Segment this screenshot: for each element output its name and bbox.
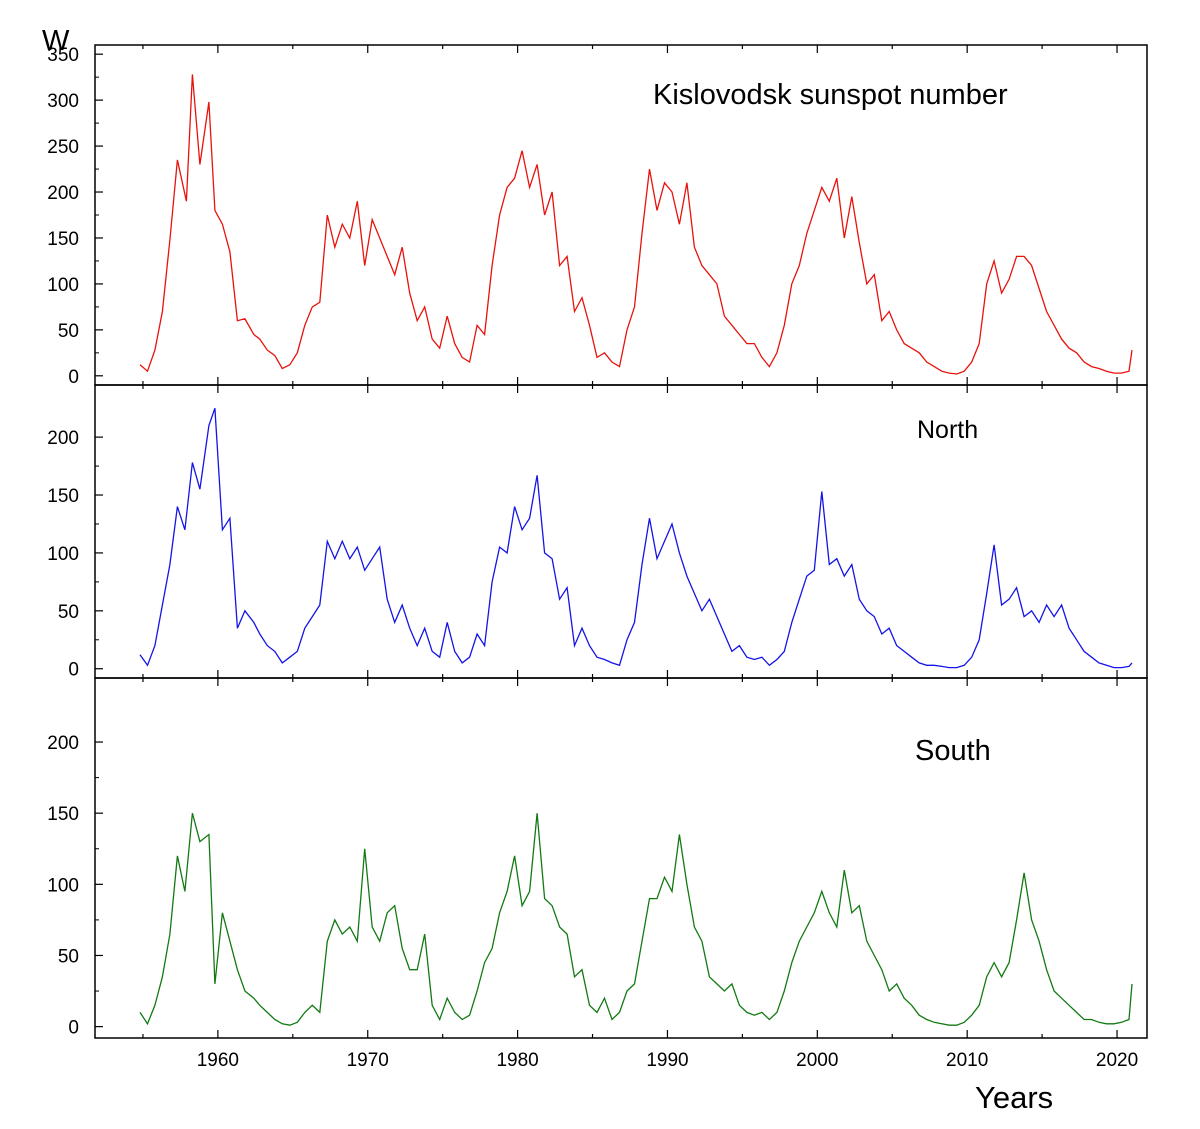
y-tick-label: 200 bbox=[47, 733, 79, 754]
y-tick-label: 0 bbox=[68, 1018, 79, 1039]
x-tick-label: 1990 bbox=[646, 1050, 688, 1071]
y-ticks-kislovodsk: 0 50 100 150 200 250 300 350 bbox=[47, 45, 103, 388]
y-tick-label: 100 bbox=[47, 875, 79, 896]
north-hemisphere-line bbox=[139, 407, 1133, 669]
panel-title-south: South bbox=[915, 735, 991, 767]
x-tick-label: 2020 bbox=[1096, 1050, 1138, 1071]
panel-north: 0 50 100 150 200 North bbox=[47, 384, 1148, 681]
south-hemisphere-line bbox=[139, 813, 1133, 1026]
x-tick-label: 1980 bbox=[496, 1050, 538, 1071]
y-ticks-south: 0 50 100 150 200 bbox=[47, 733, 103, 1039]
x-tick-label: 2000 bbox=[796, 1050, 838, 1071]
y-tick-label: 150 bbox=[47, 804, 79, 825]
x-axis-title: Years bbox=[975, 1080, 1053, 1115]
y-tick-label: 0 bbox=[68, 660, 79, 681]
x-tick-labels: 1960 1970 1980 1990 2000 2010 2020 bbox=[197, 1050, 1138, 1071]
panel-title-north: North bbox=[917, 416, 978, 444]
y-tick-label: 300 bbox=[47, 91, 79, 112]
y-ticks-north: 0 50 100 150 200 bbox=[47, 428, 103, 681]
y-tick-label: 50 bbox=[58, 946, 79, 967]
panel-title-kislovodsk: Kislovodsk sunspot number bbox=[653, 79, 1008, 111]
y-axis-label: W bbox=[42, 25, 70, 57]
y-tick-label: 150 bbox=[47, 229, 79, 250]
kislovodsk-sunspot-line bbox=[139, 74, 1133, 375]
y-tick-label: 50 bbox=[58, 602, 79, 623]
y-tick-label: 50 bbox=[58, 321, 79, 342]
y-tick-label: 150 bbox=[47, 486, 79, 507]
y-tick-label: 350 bbox=[47, 45, 79, 66]
y-tick-label: 200 bbox=[47, 183, 79, 204]
panel-frame bbox=[94, 677, 1148, 1039]
panel-kislovodsk: 0 50 100 150 200 250 300 350 Kislovodsk sunspot… bbox=[47, 44, 1148, 388]
panel-frame bbox=[94, 384, 1148, 679]
x-tick-label: 1970 bbox=[347, 1050, 389, 1071]
panel-south: 0 50 100 150 200 South bbox=[47, 677, 1148, 1039]
y-tick-label: 250 bbox=[47, 137, 79, 158]
y-tick-label: 100 bbox=[47, 544, 79, 565]
y-tick-label: 0 bbox=[68, 367, 79, 388]
x-tick-label: 2010 bbox=[946, 1050, 988, 1071]
x-tick-label: 1960 bbox=[197, 1050, 239, 1071]
y-tick-label: 200 bbox=[47, 428, 79, 449]
x-ticks-south bbox=[142, 678, 1118, 1038]
y-tick-label: 100 bbox=[47, 275, 79, 296]
x-ticks-kislovodsk bbox=[142, 45, 1118, 385]
